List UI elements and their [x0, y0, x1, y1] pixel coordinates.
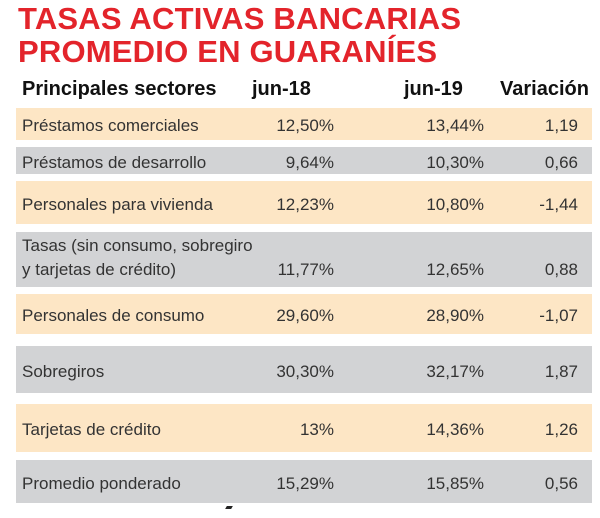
row-label: Sobregiros: [22, 360, 104, 384]
table-row: Sobregiros 30,30% 32,17% 1,87: [16, 346, 592, 393]
row-label-line: Préstamos de desarrollo: [22, 153, 207, 172]
row-label: Promedio ponderado: [22, 472, 181, 496]
header-jun18: jun-18: [252, 78, 311, 100]
row-label-line: Sobregiros: [22, 362, 105, 381]
cell-jun19: 28,90%: [426, 306, 484, 325]
row-label: Personales de consumo: [22, 304, 204, 328]
row-label: Tarjetas de crédito: [22, 418, 161, 442]
cell-jun18: 9,64%: [285, 153, 334, 172]
page-mark: [225, 506, 233, 509]
cell-jun19: 12,65%: [426, 260, 484, 279]
table-row: Personales para vivienda 12,23% 10,80% -1,4…: [16, 181, 592, 224]
table-row: Préstamos de desarrollo 9,64% 10,30% 0,66: [16, 147, 592, 174]
cell-jun18: 29,60%: [276, 306, 334, 325]
table-row: Tarjetas de crédito 13% 14,36% 1,26: [16, 404, 592, 452]
cell-variacion: -1,44: [539, 195, 578, 214]
row-label-line: Tarjetas de crédito: [22, 420, 161, 439]
cell-variacion: -1,07: [539, 306, 578, 325]
row-label: Préstamos comerciales: [22, 114, 199, 138]
cell-variacion: 1,87: [544, 362, 578, 381]
table-row: Personales de consumo 29,60% 28,90% -1,07: [16, 294, 592, 334]
row-label: Préstamos de desarrollo: [22, 151, 206, 175]
row-label: Personales para vivienda: [22, 193, 213, 217]
cell-jun18: 12,23%: [276, 195, 334, 214]
header-jun19: jun-19: [404, 78, 463, 100]
cell-variacion: 0,88: [544, 260, 578, 279]
chart-title: TASAS ACTIVAS BANCARIAS PROMEDIO EN GUAR…: [18, 2, 461, 68]
cell-jun18: 13%: [299, 420, 334, 439]
cell-jun19: 14,36%: [426, 420, 484, 439]
cell-jun18: 11,77%: [277, 260, 334, 279]
cell-variacion: 0,66: [544, 153, 578, 172]
table-row: Tasas (sin consumo, sobregiro y tarjetas …: [16, 232, 592, 287]
cell-jun19: 13,44%: [426, 116, 484, 135]
table-row: Promedio ponderado 15,29% 15,85% 0,56: [16, 460, 592, 503]
row-label: Tasas (sin consumo, sobregiro y tarjetas …: [22, 234, 253, 282]
cell-jun18: 15,29%: [276, 474, 334, 493]
row-label-line: Personales para vivienda: [22, 195, 213, 214]
table-header: Principales sectores jun-18 jun-19 Varia…: [0, 76, 600, 104]
cell-variacion: 0,56: [544, 474, 578, 493]
cell-jun19: 15,85%: [426, 474, 484, 493]
cell-jun18: 30,30%: [276, 362, 334, 381]
title-line-1: TASAS ACTIVAS BANCARIAS: [18, 1, 462, 36]
row-label-line: Personales de consumo: [22, 306, 205, 325]
cell-variacion: 1,26: [544, 420, 578, 439]
title-line-2: PROMEDIO EN GUARANÍES: [18, 34, 438, 69]
row-label-line: Préstamos comerciales: [22, 116, 199, 135]
header-variacion: Variación: [500, 78, 589, 100]
cell-jun19: 10,30%: [426, 153, 484, 172]
cell-jun19: 32,17%: [426, 362, 484, 381]
table-row: Préstamos comerciales 12,50% 13,44% 1,19: [16, 108, 592, 140]
cell-jun19: 10,80%: [426, 195, 484, 214]
cell-jun18: 12,50%: [276, 116, 334, 135]
cell-variacion: 1,19: [544, 116, 578, 135]
header-sectores: Principales sectores: [22, 78, 217, 100]
row-label-line: Tasas (sin consumo, sobregiro: [22, 236, 253, 255]
row-label-line: y tarjetas de crédito): [22, 260, 177, 279]
row-label-line: Promedio ponderado: [22, 474, 181, 493]
